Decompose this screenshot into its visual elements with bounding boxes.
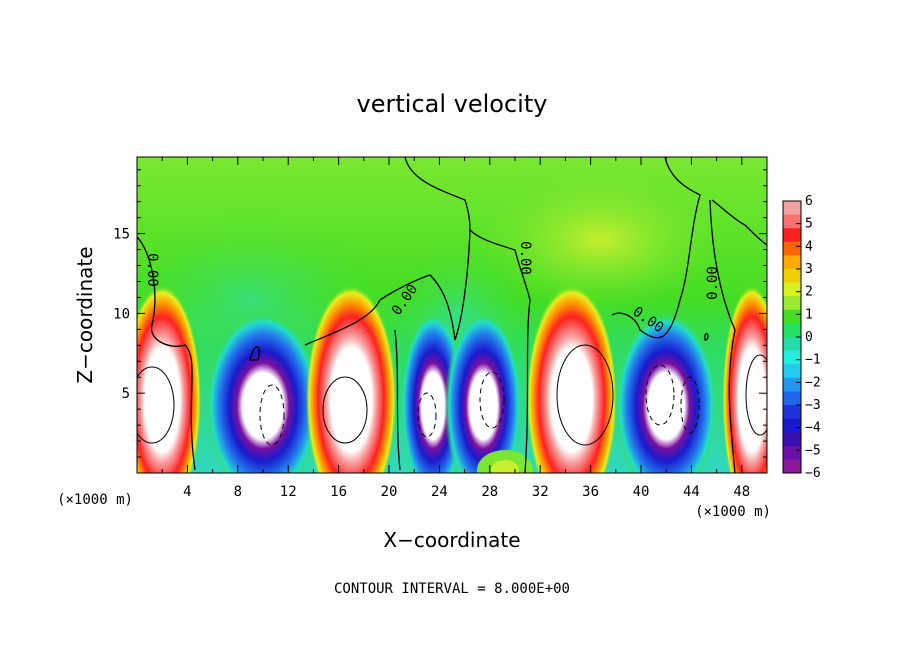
colorbar-swatch	[783, 241, 801, 256]
x-axis-ticks: 4 8 12 16 20 24 28 32 36 40 44 48	[161, 157, 750, 500]
colorbar-swatch	[783, 432, 801, 447]
colorbar-swatch	[783, 337, 801, 352]
x-tick-label: 20	[381, 484, 398, 500]
downdraft-cell-5	[444, 310, 523, 473]
updraft-cell-8	[722, 284, 767, 473]
plot-frame	[136, 156, 768, 474]
colorbar-swatch	[783, 418, 801, 433]
colorbar-swatch	[783, 459, 801, 474]
x-tick-label: 4	[183, 484, 191, 500]
contour-label-3: 0.00	[517, 241, 533, 275]
colorbar-tick-label: −4	[805, 421, 821, 436]
colorbar-tick-label: 4	[805, 239, 813, 254]
velocity-cells	[137, 284, 767, 473]
y-tick-label: 15	[113, 227, 130, 243]
x-tick-label: 36	[582, 484, 599, 500]
x-tick-label: 48	[733, 484, 750, 500]
contour-pos-4	[745, 354, 767, 436]
colorbar-tick-label: 1	[805, 307, 813, 322]
contour-zero-6	[711, 199, 767, 246]
contour-neg-1	[259, 384, 285, 446]
x-tick-label: 12	[280, 484, 297, 500]
colorbar-swatch	[783, 350, 801, 365]
contour-lines	[137, 157, 767, 473]
x-tick-label: 40	[633, 484, 650, 500]
x-tick-label: 28	[481, 484, 498, 500]
heatmap-field	[137, 157, 767, 473]
colorbar-tick-label: 2	[805, 285, 813, 300]
x-tick-label: 8	[234, 484, 242, 500]
contour-pos-1	[137, 366, 175, 444]
x-unit-left: (×1000 m)	[57, 492, 133, 508]
colorbar-tick-label: −1	[805, 353, 821, 368]
y-tick-label: 5	[122, 386, 130, 402]
y-axis-label: Z−coordinate	[73, 246, 97, 383]
colorbar-swatch	[783, 214, 801, 229]
colorbar-swatch	[783, 377, 801, 392]
contour-negative	[259, 364, 700, 446]
colorbar-swatch	[783, 282, 801, 297]
updraft-cell-3	[305, 284, 397, 473]
colorbar-tick-label: 0	[805, 330, 813, 345]
contour-zero-4	[404, 157, 471, 231]
colorbar-tick-label: 5	[805, 217, 813, 232]
contour-pos-3	[556, 344, 614, 446]
updraft-cell-1	[137, 284, 202, 473]
colorbar-tick-label: 3	[805, 262, 813, 277]
colorbar-tick-label: 6	[805, 194, 813, 209]
x-tick-label: 16	[330, 484, 347, 500]
contour-zero-3	[394, 329, 401, 471]
colorbar-swatch	[783, 255, 801, 270]
colorbar-swatch	[783, 405, 801, 420]
x-tick-label: 24	[431, 484, 448, 500]
downdraft-cell-2	[204, 310, 322, 473]
contour-neg-3	[479, 371, 505, 429]
x-unit-right: (×1000 m)	[695, 504, 771, 520]
colorbar-swatch	[783, 445, 801, 460]
contour-zero-8	[249, 346, 260, 361]
contour-zero-1	[137, 236, 196, 471]
y-tick-label: 10	[113, 306, 130, 322]
contour-positive	[137, 344, 767, 446]
contour-neg-5	[680, 376, 700, 434]
colorbar-tick-label: −6	[805, 466, 821, 481]
contour-neg-4	[645, 364, 675, 426]
x-axis-label: X−coordinate	[383, 528, 520, 552]
low-yellow-bump	[491, 460, 519, 473]
x-tick-label: 32	[532, 484, 549, 500]
colorbar-swatch	[783, 269, 801, 284]
colorbar-swatch	[783, 391, 801, 406]
contour-pos-2	[322, 376, 368, 444]
colorbar-tick-label: −3	[805, 398, 821, 413]
contour-zero-5	[611, 157, 701, 339]
colorbar: 6 5 4 3 2 1 0 −1 −2 −3 −4 −5 −6	[782, 194, 821, 481]
x-tick-label: 44	[683, 484, 700, 500]
chart-title: vertical velocity	[357, 90, 548, 118]
colorbar-swatch	[783, 201, 801, 216]
contour-zero-9	[704, 333, 709, 341]
updraft-cell-6	[526, 284, 618, 473]
y-axis-ticks: 5 10 15	[113, 169, 767, 458]
contour-label-5: 0.00	[705, 266, 721, 300]
haze-upper-right	[480, 170, 720, 310]
colorbar-swatch	[783, 296, 801, 311]
contour-label-1: 0.00	[144, 253, 160, 287]
contour-zero-2	[304, 228, 531, 473]
contour-neg-2	[417, 392, 437, 438]
colorbar-tick-label: −2	[805, 375, 821, 390]
colorbar-swatch	[783, 228, 801, 243]
colorbar-swatch	[783, 323, 801, 338]
contour-zero-7	[709, 199, 736, 473]
colorbar-tick-label: −5	[805, 443, 821, 458]
colorbar-swatch	[783, 364, 801, 379]
contour-interval-note: CONTOUR INTERVAL = 8.000E+00	[334, 581, 570, 597]
colorbar-swatch	[783, 309, 801, 324]
